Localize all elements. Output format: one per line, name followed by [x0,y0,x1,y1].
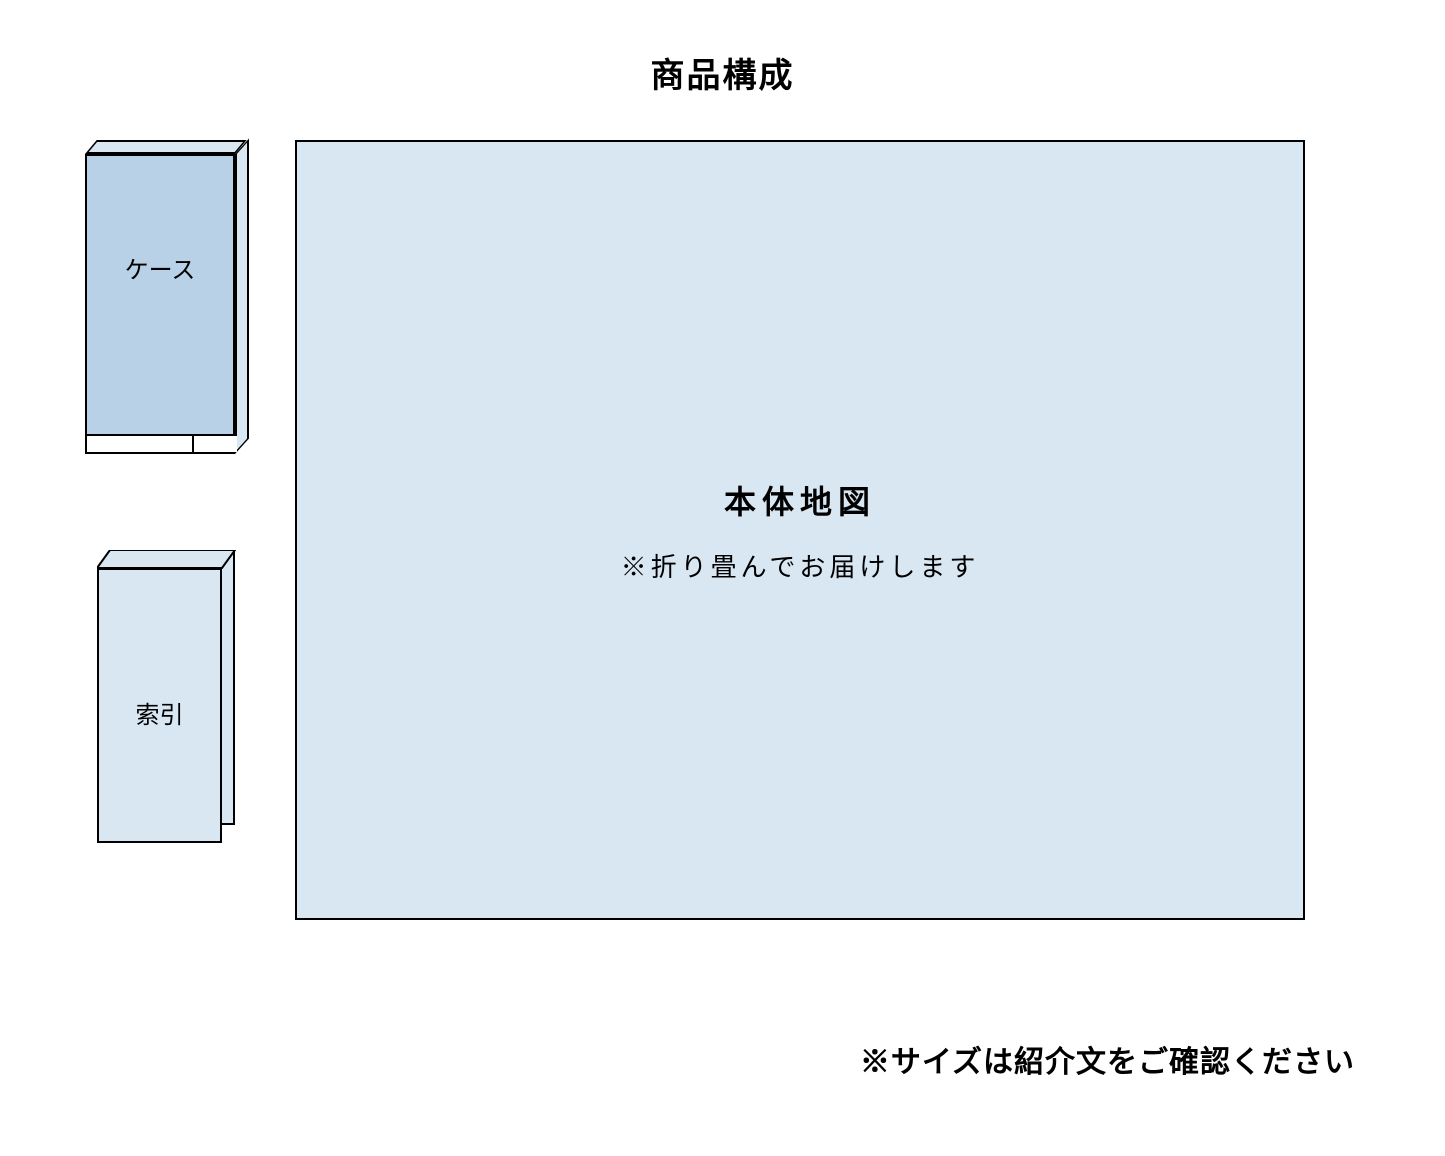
case-label: ケース [85,250,235,285]
main-map-text-group: 本体地図 ※折り畳んでお届けします [297,142,1303,918]
component-main-map: 本体地図 ※折り畳んでお届けします [295,140,1305,920]
case-side-face [235,138,249,454]
footnote: ※サイズは紹介文をご確認ください [860,1037,1355,1081]
index-label: 索引 [97,695,222,730]
case-top-face [85,140,247,154]
diagram-canvas: 商品構成 ケース 索引 本体地図 ※折り畳んでお届けします ※サイズは紹介文をご… [0,0,1445,1156]
case-front-face [85,154,235,454]
case-bottom-notch [87,434,237,452]
diagram-title: 商品構成 [0,48,1445,97]
component-case: ケース [85,140,255,470]
index-fold-triangle [97,550,222,568]
index-fold-poly [97,550,235,568]
component-index: 索引 [82,550,252,860]
main-map-title: 本体地図 [724,477,876,523]
main-map-note: ※折り畳んでお届けします [621,547,980,584]
